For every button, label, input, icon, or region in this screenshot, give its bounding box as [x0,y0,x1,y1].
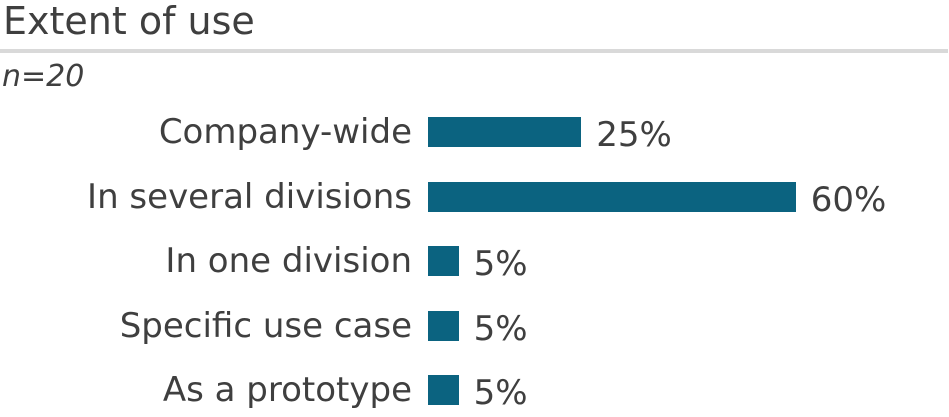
chart-row: In one division 5% [0,229,949,294]
value-label: 5% [473,244,528,285]
sample-size-note: n=20 [2,59,85,94]
chart-title: Extent of use [3,0,255,43]
title-divider [0,49,948,53]
category-label: Company-wide [158,112,412,153]
chart-row: As a prototype 5% [0,358,949,417]
value-label: 60% [810,179,887,220]
bar [428,117,582,148]
chart-row: In several divisions 60% [0,165,949,230]
category-label: Specific use case [119,305,412,346]
bar [428,246,459,277]
chart-row: Specific use case 5% [0,294,949,359]
value-label: 25% [596,115,672,156]
bar [428,181,796,212]
category-label: In one division [165,241,412,282]
value-label: 5% [473,308,528,349]
bar [428,310,459,341]
value-label: 5% [473,373,528,414]
chart-rows: Company-wide 25% In several divisions 60… [0,100,949,417]
chart-row: Company-wide 25% [0,100,949,165]
bar [428,375,459,406]
category-label: As a prototype [162,370,412,411]
category-label: In several divisions [87,176,412,217]
